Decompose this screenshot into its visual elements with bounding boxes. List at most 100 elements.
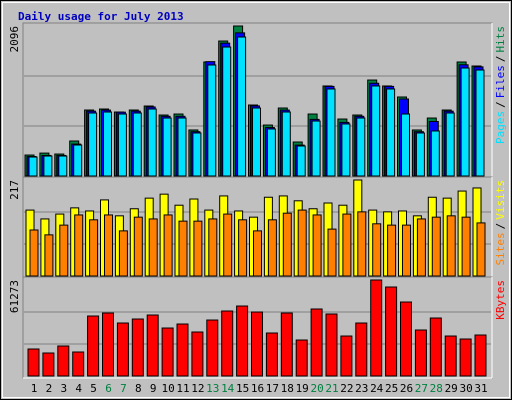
bar (371, 85, 381, 177)
bar (282, 212, 292, 277)
bar (74, 214, 84, 277)
bar (131, 318, 144, 377)
bar (296, 145, 306, 177)
bar (474, 334, 487, 377)
bar (311, 120, 321, 177)
bar (27, 348, 40, 377)
bar (342, 213, 352, 277)
bar (252, 107, 261, 177)
bar (415, 132, 425, 177)
bar (237, 36, 247, 177)
bar (102, 312, 114, 377)
x-tick-label: 10 (161, 382, 174, 395)
bar (117, 113, 127, 177)
x-tick-label: 8 (135, 382, 142, 395)
bar (89, 219, 99, 277)
bar (43, 155, 53, 177)
bar (401, 113, 410, 177)
bar (461, 216, 471, 277)
bar (400, 301, 412, 377)
bar (416, 218, 426, 277)
x-tick-label: 11 (176, 382, 189, 395)
x-tick-label: 23 (355, 382, 368, 395)
y-tick-label: 61273 (8, 280, 21, 313)
bar (178, 220, 188, 277)
bar (310, 308, 323, 377)
bar (191, 331, 204, 377)
bar (58, 155, 68, 177)
bar (265, 332, 278, 377)
legend: KBytes (494, 280, 507, 320)
bar (222, 46, 232, 177)
legend-entry: Visits (494, 180, 507, 220)
bar (73, 144, 83, 177)
bar (88, 112, 98, 177)
bar (223, 213, 233, 277)
bar (253, 230, 262, 277)
bar (162, 117, 172, 177)
bar (445, 112, 455, 177)
bar (146, 314, 159, 377)
legend: Pages / Files / Hits (494, 26, 507, 144)
bar (341, 123, 351, 177)
bar (193, 220, 203, 277)
bar (429, 317, 442, 377)
bar (59, 224, 69, 277)
bar (387, 224, 397, 277)
x-tick-label: 4 (75, 382, 82, 395)
bar (476, 222, 486, 277)
x-tick-label: 27 (415, 382, 428, 395)
y-tick-label: 217 (8, 180, 21, 200)
bar (208, 218, 218, 277)
x-tick-label: 20 (310, 382, 323, 395)
bar (29, 229, 39, 277)
legend-entry: Files (494, 65, 507, 98)
x-tick-label: 17 (266, 382, 279, 395)
bar (206, 319, 219, 377)
bar (402, 224, 411, 277)
bar (355, 322, 368, 377)
x-tick-label: 21 (325, 382, 338, 395)
x-tick-label: 2 (46, 382, 53, 395)
bar (386, 88, 396, 177)
x-tick-label: 7 (120, 382, 127, 395)
x-tick-label: 1 (31, 382, 38, 395)
bar (238, 219, 248, 277)
x-tick-label: 26 (400, 382, 413, 395)
bar (370, 279, 383, 377)
bar (57, 345, 70, 377)
bar (251, 311, 263, 377)
x-tick-label: 14 (221, 382, 235, 395)
bar (192, 132, 202, 177)
x-tick-label: 18 (281, 382, 294, 395)
legend-entry: Hits (494, 26, 507, 53)
bar (221, 310, 234, 377)
bar (356, 117, 366, 177)
chart-title: Daily usage for July 2013 (18, 10, 184, 23)
x-tick-label: 3 (60, 382, 67, 395)
x-tick-label: 15 (236, 382, 249, 395)
bar (414, 329, 427, 377)
bar (460, 67, 470, 177)
bar (267, 219, 277, 277)
legend-separator: / (494, 223, 507, 230)
bar (176, 323, 189, 377)
bar (147, 108, 157, 177)
bar (340, 335, 353, 377)
bar (132, 112, 142, 177)
legend-entry: Sites (494, 232, 507, 265)
legend-entry: Pages (494, 111, 507, 144)
bar (446, 215, 456, 277)
bar (118, 230, 128, 277)
bar (148, 218, 158, 277)
bar (42, 352, 55, 377)
bar (44, 234, 54, 277)
bar (28, 156, 38, 177)
x-tick-label: 29 (445, 382, 458, 395)
bar (281, 111, 291, 177)
bar (266, 128, 276, 177)
x-tick-label: 25 (385, 382, 398, 395)
legend-entry: KBytes (494, 280, 507, 320)
